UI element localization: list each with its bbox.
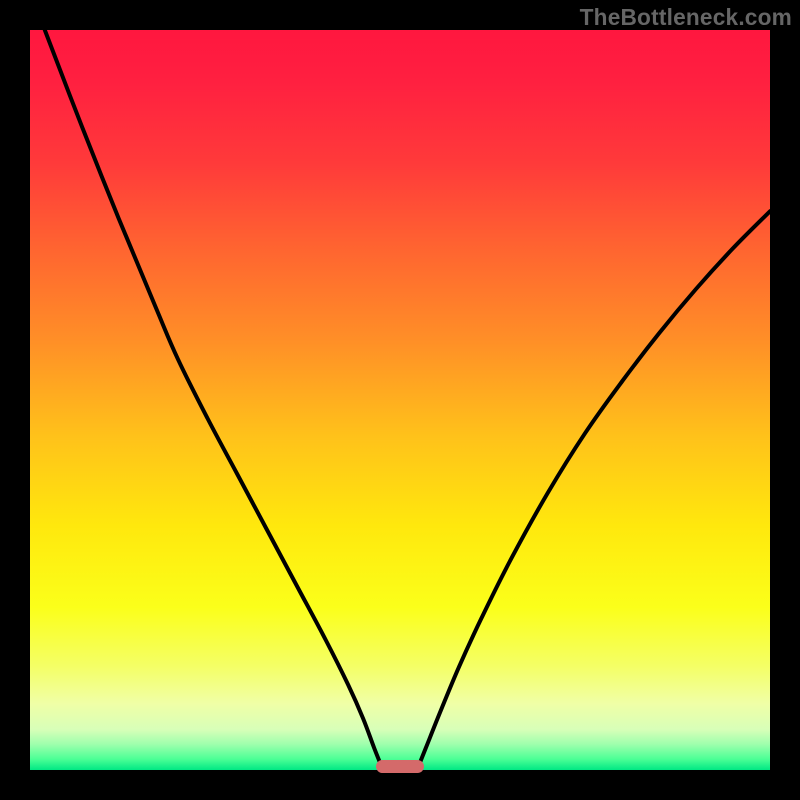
bottleneck-curves (30, 30, 770, 770)
canvas: TheBottleneck.com (0, 0, 800, 800)
left-curve (45, 30, 382, 766)
plot-area (30, 30, 770, 770)
watermark-label: TheBottleneck.com (580, 4, 792, 31)
right-curve (419, 211, 771, 766)
optimal-marker (376, 760, 424, 773)
